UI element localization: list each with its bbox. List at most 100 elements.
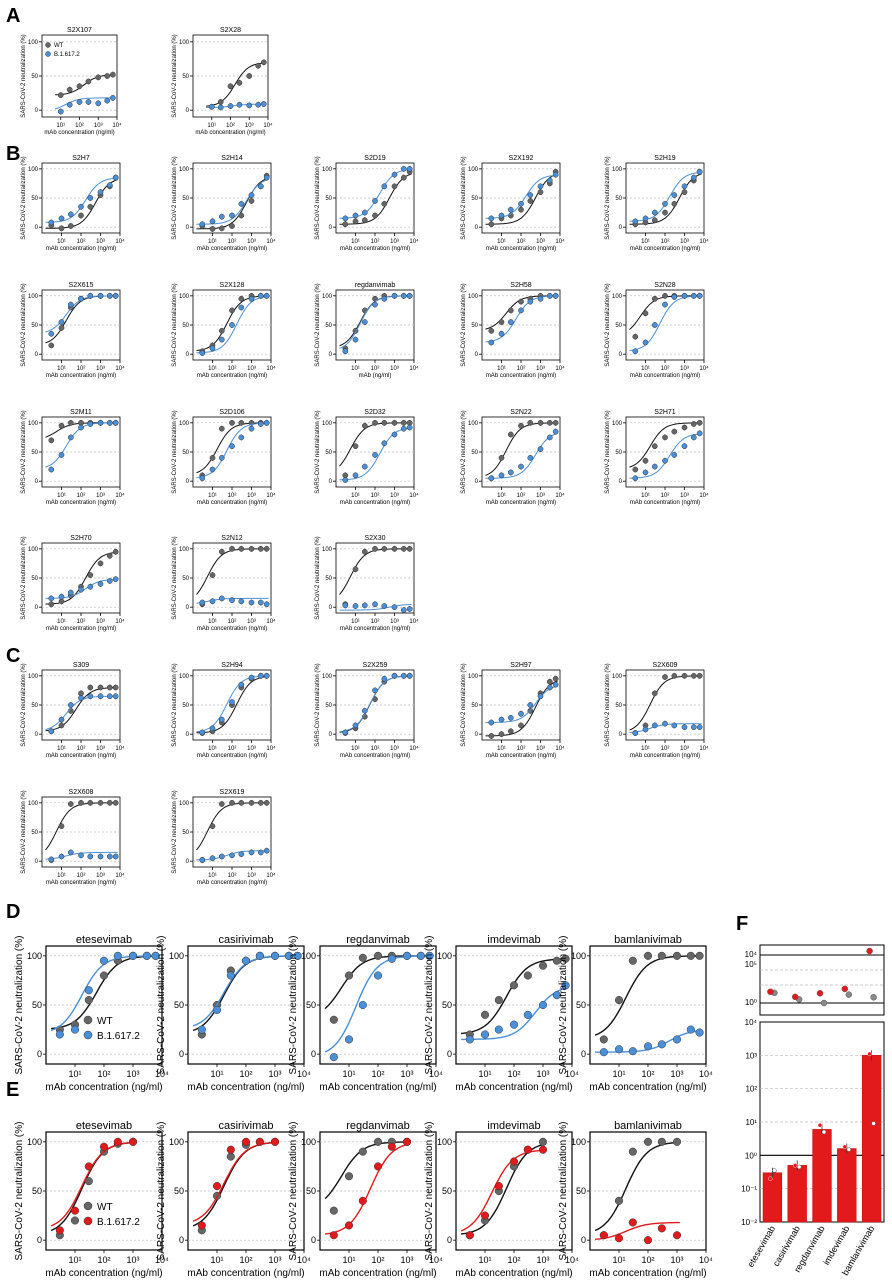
data-point-variant bbox=[84, 1162, 93, 1171]
y-tick-label: 50 bbox=[182, 576, 189, 582]
fit-curve-wt bbox=[192, 955, 301, 1032]
data-point-variant bbox=[391, 292, 398, 299]
data-point-variant bbox=[507, 714, 514, 721]
chart-title: regdanvimab bbox=[346, 1120, 410, 1132]
data-point-variant bbox=[218, 454, 225, 461]
data-point-wt bbox=[681, 672, 688, 679]
x-axis-label: mAb concentration (ng/ml) bbox=[46, 880, 116, 886]
y-tick-label: 50 bbox=[576, 1186, 586, 1196]
data-point-wt bbox=[236, 79, 243, 86]
data-point-wt bbox=[238, 545, 245, 552]
chart-title: etesevimab bbox=[76, 1120, 132, 1132]
data-point-variant bbox=[509, 1020, 519, 1029]
data-point-variant bbox=[642, 339, 649, 346]
x-tick-label: 10² bbox=[517, 366, 526, 372]
data-point-wt bbox=[48, 342, 55, 349]
data-point-variant bbox=[142, 951, 151, 960]
data-point-variant bbox=[238, 304, 245, 311]
y-axis-label: SARS-CoV-2 neutralization (%) bbox=[172, 34, 178, 117]
data-point-variant bbox=[642, 215, 649, 222]
data-point-wt bbox=[112, 684, 119, 691]
bar-point-white bbox=[772, 1168, 777, 1173]
data-point-wt bbox=[657, 1137, 666, 1146]
data-point-variant bbox=[99, 956, 109, 965]
y-tick-label: 50 bbox=[32, 1000, 42, 1010]
y-axis-label: SARS-CoV-2 neutralization (%) bbox=[315, 156, 321, 239]
legend-label-variant: B.1.617.2 bbox=[97, 1217, 140, 1228]
legend-label-wt: WT bbox=[54, 43, 64, 49]
data-point-variant bbox=[480, 1211, 490, 1220]
x-axis-label: mAb concentration (ng/ml) bbox=[486, 500, 556, 506]
x-tick-label: 10³ bbox=[390, 619, 399, 625]
x-tick-label: 10³ bbox=[680, 239, 689, 245]
data-point-wt bbox=[209, 572, 216, 578]
data-point-variant bbox=[628, 1218, 637, 1227]
fit-curve-variant bbox=[54, 97, 115, 110]
data-point-wt bbox=[97, 560, 104, 567]
data-point-variant bbox=[400, 165, 407, 172]
chart-title: S2X608 bbox=[69, 789, 94, 796]
legend-label-variant: B.1.617.2 bbox=[54, 52, 80, 58]
fit-curve-variant bbox=[339, 675, 412, 733]
data-point-variant bbox=[248, 295, 255, 302]
data-point-wt bbox=[67, 223, 74, 229]
y-tick-label: 50 bbox=[471, 703, 478, 709]
data-point-variant bbox=[352, 472, 359, 479]
data-point-variant bbox=[372, 301, 378, 308]
y-tick-label: 100 bbox=[468, 167, 479, 173]
data-point-variant bbox=[226, 971, 235, 980]
y-tick-label: 50 bbox=[471, 196, 478, 202]
data-point-wt bbox=[87, 799, 94, 806]
x-axis-label: mAb concentration (ng/ml) bbox=[195, 130, 265, 136]
data-point-variant bbox=[523, 1010, 532, 1019]
data-point-variant bbox=[488, 215, 495, 222]
y-tick-label: 100 bbox=[179, 801, 190, 807]
chart-E-casirivimab: casirivimab 0 50 100 10¹ 10² 10³ 10⁴ mAb concent… bbox=[156, 1120, 311, 1279]
data-point-wt bbox=[614, 996, 624, 1005]
data-point-variant bbox=[199, 599, 206, 606]
data-point-variant bbox=[329, 1053, 338, 1062]
data-point-variant bbox=[552, 428, 559, 435]
fit-curve-wt bbox=[206, 62, 266, 107]
bar-point-red bbox=[793, 1163, 798, 1168]
chart-D-imdevimab: imdevimab 0 50 100 10¹ 10² 10³ 10⁴ mAb concentra… bbox=[424, 934, 579, 1093]
data-point-wt bbox=[76, 83, 83, 90]
x-tick-label: 10¹ bbox=[56, 123, 65, 129]
x-tick-label: 10⁴ bbox=[266, 745, 276, 752]
data-point-wt bbox=[381, 545, 388, 552]
x-tick-label: 10¹ bbox=[68, 1255, 81, 1265]
data-point-variant bbox=[106, 292, 113, 299]
x-tick-label: 10³ bbox=[126, 1255, 139, 1265]
data-point-variant bbox=[48, 595, 55, 602]
data-point-variant bbox=[329, 1231, 338, 1240]
x-axis-label: mAb concentration (ng/ml) bbox=[340, 626, 410, 632]
x-tick-label: 10¹ bbox=[208, 366, 217, 372]
x-tick-label: 10² bbox=[97, 1255, 110, 1265]
x-tick-label: 10¹ bbox=[641, 493, 650, 499]
data-point-wt bbox=[671, 428, 678, 435]
data-point-variant bbox=[391, 171, 398, 178]
y-axis-label: SARS-CoV-2 neutralization (%) bbox=[558, 936, 569, 1075]
data-point-variant bbox=[229, 597, 235, 604]
data-point-variant bbox=[352, 603, 359, 609]
data-point-wt bbox=[628, 956, 637, 965]
data-point-variant bbox=[226, 1145, 235, 1154]
fit-curve-variant bbox=[192, 1141, 278, 1222]
data-point-wt bbox=[632, 333, 639, 340]
y-tick-label: 0 bbox=[619, 225, 623, 231]
data-point-wt bbox=[552, 956, 561, 965]
data-point-variant bbox=[263, 174, 270, 181]
data-point-variant bbox=[406, 606, 413, 612]
y-tick-label: 0 bbox=[35, 479, 39, 485]
x-tick-label: 10² bbox=[371, 1255, 384, 1265]
data-point-variant bbox=[372, 198, 378, 204]
data-point-wt bbox=[498, 319, 505, 325]
chart-title: S309 bbox=[73, 662, 89, 669]
x-tick-label: 10³ bbox=[96, 873, 105, 879]
chart-title: S2H71 bbox=[654, 409, 676, 416]
data-point-variant bbox=[599, 1231, 608, 1240]
data-point-wt bbox=[546, 678, 553, 685]
data-point-wt bbox=[226, 1152, 235, 1161]
data-point-variant bbox=[690, 724, 697, 731]
